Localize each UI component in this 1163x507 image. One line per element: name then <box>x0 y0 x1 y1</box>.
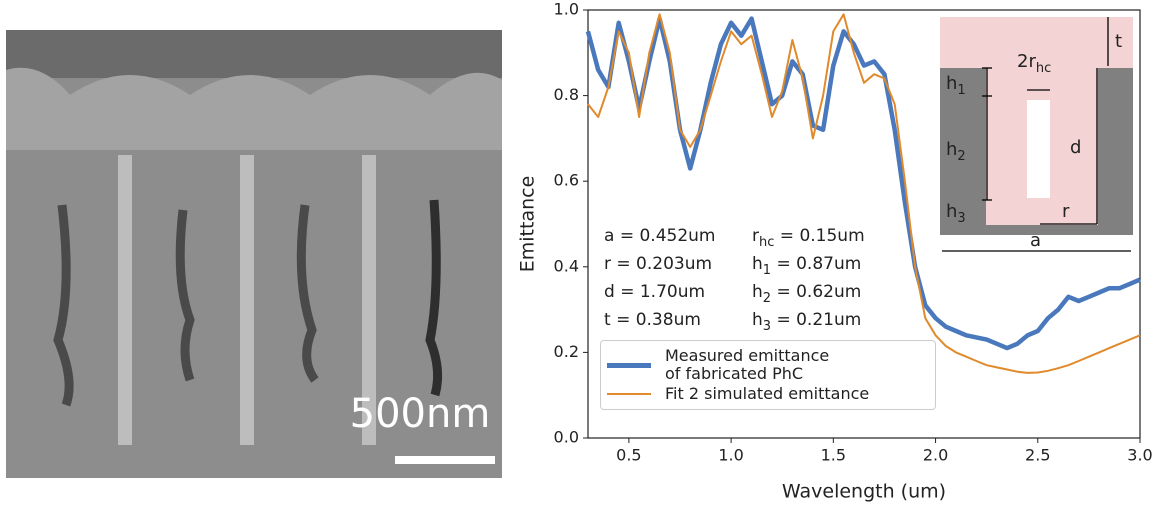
annotation-part: r <box>752 226 759 246</box>
sem-void <box>175 209 195 382</box>
inset-label: t <box>1115 31 1122 52</box>
y-tick-label: 0.4 <box>554 256 579 275</box>
legend-item: Measured emittance of fabricated PhC <box>607 347 929 383</box>
inset-label-part: t <box>1115 31 1122 52</box>
inset-label-part: 3 <box>957 211 965 226</box>
annotation-part: = 0.87um <box>771 254 861 274</box>
inset-label-part: r <box>1062 201 1070 222</box>
sem-image: 500nm <box>6 30 502 478</box>
scale-bar-label: 500nm <box>350 391 491 437</box>
annotation: h1 = 0.87um <box>752 254 861 278</box>
annotation-part: h <box>752 282 763 302</box>
legend-item: Fit 2 simulated emittance <box>607 385 929 403</box>
sem-void <box>53 204 74 407</box>
legend-label: Fit 2 simulated emittance <box>665 384 870 403</box>
legend-label: Measured emittance of fabricated PhC <box>665 346 830 383</box>
y-tick-label: 1.0 <box>554 0 579 19</box>
annotation-part: a = 0.452um <box>604 226 715 246</box>
sem-column <box>118 155 132 445</box>
x-tick-label: 2.5 <box>1025 446 1050 465</box>
x-tick-label: 2.0 <box>923 446 948 465</box>
y-tick-label: 0.2 <box>554 342 579 361</box>
annotation-part: hc <box>759 235 774 250</box>
x-tick-label: 1.5 <box>821 446 846 465</box>
annotation-part: d = 1.70um <box>604 282 705 302</box>
annotation-part: h <box>752 254 763 274</box>
inset-label-part: h <box>946 73 957 94</box>
x-axis-label: Wavelength (um) <box>782 481 946 503</box>
y-tick-label: 0.8 <box>554 85 579 104</box>
x-tick-label: 1.0 <box>718 446 743 465</box>
annotation-part: h <box>752 310 763 330</box>
inset-substrate <box>940 68 1133 235</box>
scale-bar <box>395 456 495 464</box>
x-tick-label: 3.0 <box>1127 446 1152 465</box>
inset-label-part: hc <box>1036 61 1051 76</box>
sem-column <box>240 155 254 445</box>
annotation: r = 0.203um <box>604 254 712 274</box>
annotation-part: 1 <box>763 263 771 278</box>
inset-label: d <box>1070 137 1081 158</box>
x-tick-label: 0.5 <box>616 446 641 465</box>
sem-top <box>6 30 502 78</box>
annotation: a = 0.452um <box>604 226 715 246</box>
annotation-part: 2 <box>763 291 771 306</box>
annotation: d = 1.70um <box>604 282 705 302</box>
annotation: rhc = 0.15um <box>752 226 865 250</box>
inset-label: r <box>1062 201 1070 222</box>
inset-label: a <box>1030 230 1041 251</box>
inset-label-part: h <box>946 139 957 160</box>
y-axis-label: Emittance <box>517 176 539 273</box>
y-tick-label: 0.6 <box>554 171 579 190</box>
sem-column <box>362 155 376 445</box>
sem-cap <box>6 67 502 150</box>
annotation: t = 0.38um <box>604 310 701 330</box>
plot: 0.5 1.0 1.5 2.0 2.5 3.0 0.0 0.2 0.4 0.6 0.8 1.0 Wave… <box>517 0 1153 503</box>
inset-label: h1 <box>946 73 966 98</box>
inset-label-part: d <box>1070 137 1081 158</box>
annotation-part: t = 0.38um <box>604 310 701 330</box>
inset-label-part: 2r <box>1017 51 1036 72</box>
legend: Measured emittance of fabricated PhC Fit … <box>600 340 936 410</box>
inset-label: 2rhc <box>1017 51 1051 76</box>
series-line <box>587 13 1141 374</box>
plot-frame <box>587 9 1141 439</box>
inset-label-part: a <box>1030 230 1041 251</box>
legend-swatch <box>607 393 651 395</box>
inset-label-part: 1 <box>957 83 965 98</box>
annotation-part: = 0.62um <box>771 282 861 302</box>
sem-void <box>425 199 443 397</box>
legend-swatch <box>607 362 651 368</box>
annotation-part: r = 0.203um <box>604 254 712 274</box>
annotation-part: = 0.21um <box>771 310 861 330</box>
annotation-part: = 0.15um <box>774 226 864 246</box>
inset-hole <box>1027 100 1050 198</box>
annotation-part: 3 <box>763 319 771 334</box>
y-tick-label: 0.0 <box>554 428 579 447</box>
annotation: h2 = 0.62um <box>752 282 861 306</box>
inset-label-part: 2 <box>957 149 965 164</box>
inset-label: h3 <box>946 201 966 226</box>
annotation: h3 = 0.21um <box>752 310 861 334</box>
inset-label-part: h <box>946 201 957 222</box>
sem-void <box>296 204 319 383</box>
inset-label: h2 <box>946 139 966 164</box>
